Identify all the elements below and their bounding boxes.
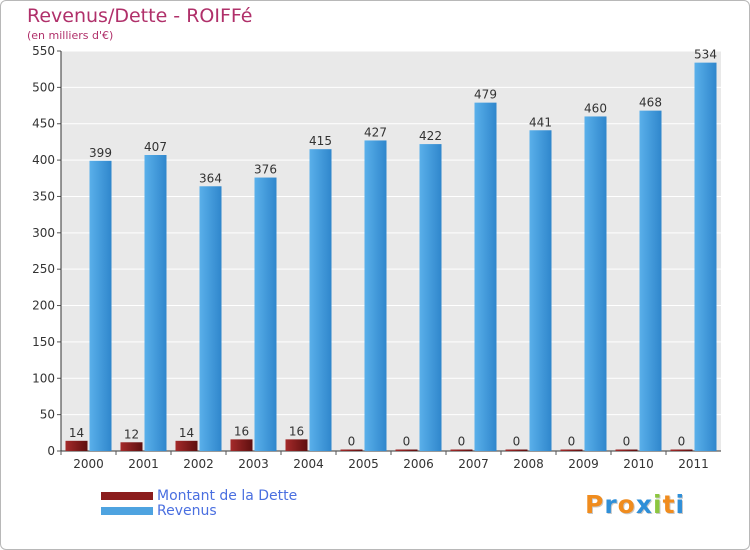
y-tick-label: 200 xyxy=(32,299,55,313)
data-label-revenus-2007: 479 xyxy=(474,88,497,102)
bar-dette-2000 xyxy=(65,440,88,451)
data-label-revenus-2011: 534 xyxy=(694,48,717,62)
bar-dette-2004 xyxy=(285,439,308,451)
x-tick-label: 2004 xyxy=(293,457,324,471)
bar-revenus-2004 xyxy=(309,149,332,451)
chart-subtitle: (en milliers d'€) xyxy=(27,29,114,42)
data-label-dette-2001: 12 xyxy=(124,427,139,441)
data-label-dette-2004: 16 xyxy=(289,424,304,438)
x-tick-label: 2001 xyxy=(128,457,159,471)
logo-letter: i xyxy=(653,490,663,519)
legend-swatch-revenus xyxy=(101,506,153,515)
bar-revenus-2009 xyxy=(584,116,607,452)
bar-revenus-2010 xyxy=(639,110,662,452)
data-label-dette-2008: 0 xyxy=(513,435,521,449)
y-tick-label: 400 xyxy=(32,153,55,167)
x-tick-label: 2006 xyxy=(403,457,434,471)
bar-dette-2003 xyxy=(230,439,253,451)
y-tick-label: 0 xyxy=(47,444,55,458)
x-tick-label: 2003 xyxy=(238,457,269,471)
bar-dette-2007 xyxy=(450,449,473,451)
bar-revenus-2007 xyxy=(474,102,497,452)
x-tick-label: 2007 xyxy=(458,457,489,471)
bar-dette-2001 xyxy=(120,442,143,451)
y-tick-label: 550 xyxy=(32,44,55,58)
data-label-revenus-2008: 441 xyxy=(529,115,552,129)
data-label-dette-2002: 14 xyxy=(179,426,194,440)
data-label-revenus-2006: 422 xyxy=(419,129,442,143)
bar-dette-2005 xyxy=(340,449,363,451)
plot-background xyxy=(61,51,721,451)
data-label-dette-2000: 14 xyxy=(69,426,84,440)
logo-letter: r xyxy=(604,490,618,519)
data-label-dette-2003: 16 xyxy=(234,424,249,438)
x-tick-label: 2000 xyxy=(73,457,104,471)
data-label-revenus-2003: 376 xyxy=(254,163,277,177)
bar-dette-2002 xyxy=(175,440,198,451)
bar-revenus-2002 xyxy=(199,186,222,452)
y-tick-label: 250 xyxy=(32,262,55,276)
logo-letter: i xyxy=(675,490,686,519)
x-tick-label: 2011 xyxy=(678,457,709,471)
logo-letter: P xyxy=(585,490,605,519)
bar-revenus-2003 xyxy=(254,177,277,451)
y-tick-label: 150 xyxy=(32,335,55,349)
bar-revenus-2000 xyxy=(89,160,112,451)
x-tick-label: 2009 xyxy=(568,457,599,471)
chart-legend: Montant de la Dette Revenus xyxy=(101,487,298,519)
y-tick-label: 350 xyxy=(32,189,55,203)
bar-revenus-2006 xyxy=(419,144,442,451)
data-label-dette-2010: 0 xyxy=(623,435,631,449)
y-tick-label: 300 xyxy=(32,226,55,240)
chart-title: Revenus/Dette - ROIFFé xyxy=(27,5,253,27)
bar-dette-2008 xyxy=(505,449,528,451)
bar-revenus-2001 xyxy=(144,155,167,451)
bar-dette-2006 xyxy=(395,449,418,451)
proxiti-logo: Proxiti xyxy=(585,490,685,519)
x-tick-label: 2005 xyxy=(348,457,379,471)
bar-dette-2010 xyxy=(615,449,638,451)
y-tick-label: 450 xyxy=(32,117,55,131)
data-label-revenus-2009: 460 xyxy=(584,101,607,115)
bar-dette-2009 xyxy=(560,449,583,451)
data-label-revenus-2000: 399 xyxy=(89,146,112,160)
data-label-revenus-2002: 364 xyxy=(199,171,222,185)
y-tick-label: 100 xyxy=(32,371,55,385)
bar-revenus-2011 xyxy=(694,62,717,452)
data-label-revenus-2010: 468 xyxy=(639,96,662,110)
legend-label-revenus: Revenus xyxy=(157,502,217,519)
legend-swatch-dette xyxy=(101,491,153,500)
data-label-dette-2011: 0 xyxy=(678,435,686,449)
bar-dette-2011 xyxy=(670,449,693,451)
legend-item-revenus: Revenus xyxy=(101,502,297,519)
data-label-dette-2005: 0 xyxy=(348,435,356,449)
x-tick-label: 2002 xyxy=(183,457,214,471)
data-label-dette-2006: 0 xyxy=(403,435,411,449)
x-tick-label: 2010 xyxy=(623,457,654,471)
bar-revenus-2008 xyxy=(529,130,552,452)
logo-letter: x xyxy=(635,490,653,519)
logo-letter: o xyxy=(617,490,636,519)
logo-letter: t xyxy=(662,490,676,519)
data-label-revenus-2004: 415 xyxy=(309,134,332,148)
y-tick-label: 50 xyxy=(40,408,55,422)
y-tick-label: 500 xyxy=(32,80,55,94)
x-tick-label: 2008 xyxy=(513,457,544,471)
data-label-revenus-2005: 427 xyxy=(364,125,387,139)
legend-label-dette: Montant de la Dette xyxy=(157,487,298,504)
data-label-revenus-2001: 407 xyxy=(144,140,167,154)
bar-revenus-2005 xyxy=(364,140,387,452)
legend-item-dette: Montant de la Dette xyxy=(101,487,298,504)
data-label-dette-2009: 0 xyxy=(568,435,576,449)
data-label-dette-2007: 0 xyxy=(458,435,466,449)
